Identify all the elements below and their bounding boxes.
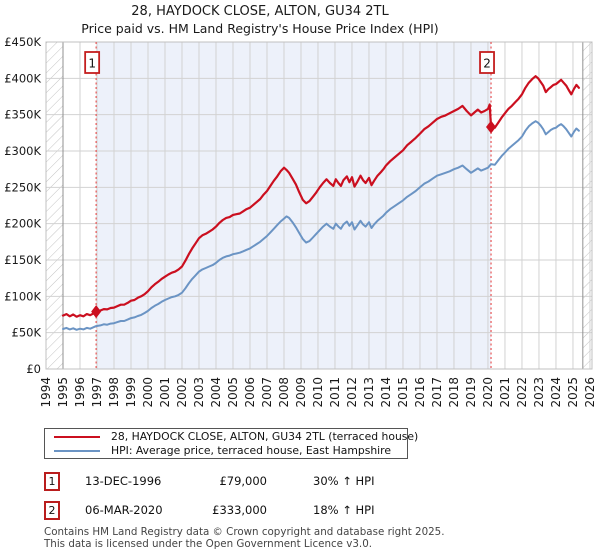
page-title: 28, HAYDOCK CLOSE, ALTON, GU34 2TL — [131, 4, 389, 19]
y-tick-label: £100K — [4, 289, 41, 303]
x-tick-label: 2012 — [345, 377, 359, 408]
legend-item-hpi: HPI: Average price, terraced house, East… — [54, 444, 407, 457]
x-tick-label: 2025 — [566, 377, 580, 408]
chart-legend: 28, HAYDOCK CLOSE, ALTON, GU34 2TL (terr… — [44, 428, 418, 459]
sale-2-number-label: 2 — [483, 57, 491, 71]
x-tick-label: 1995 — [56, 377, 70, 408]
y-tick-label: £0 — [26, 362, 41, 376]
y-tick-label: £200K — [4, 217, 41, 231]
sale-1-number-label: 1 — [88, 57, 96, 71]
page-subtitle: Price paid vs. HM Land Registry's House … — [81, 21, 439, 36]
sale-1-number-box[interactable] — [84, 51, 101, 74]
x-tick-label: 2009 — [294, 377, 308, 408]
sale-1-marker[interactable] — [91, 305, 102, 319]
y-tick-label: £50K — [12, 326, 42, 340]
x-tick-label: 2022 — [515, 377, 529, 408]
x-tick-label: 2019 — [464, 377, 478, 408]
x-tick-label: 2016 — [413, 377, 427, 408]
price-paid-line — [61, 75, 581, 318]
y-tick-label: £450K — [4, 35, 41, 49]
x-tick-label: 1999 — [124, 377, 138, 408]
x-tick-label: 2023 — [532, 377, 546, 408]
x-tick-label: 2002 — [175, 377, 189, 408]
x-tick-label: 1996 — [73, 377, 87, 408]
x-tick-label: 2001 — [158, 377, 172, 408]
x-tick-label: 2000 — [141, 377, 155, 408]
sale-2-date: 06-MAR-2020 — [85, 503, 163, 517]
x-tick-label: 2007 — [260, 377, 274, 408]
sale-2-hpi-delta: 18% ↑ HPI — [313, 503, 375, 517]
y-tick-label: £150K — [4, 253, 41, 267]
legend-item-price-paid: 28, HAYDOCK CLOSE, ALTON, GU34 2TL (terr… — [54, 430, 418, 443]
x-tick-label: 2013 — [362, 377, 376, 408]
footer-line-1: Contains HM Land Registry data © Crown c… — [44, 526, 445, 538]
price-history-chart: 1 2 £0 £50K £100K £150K £200K £250K £300K £350K £4… — [4, 35, 597, 408]
x-tick-label: 2024 — [549, 377, 563, 408]
hpi-line-sample — [54, 449, 100, 452]
plot-area: 1 2 £0 £50K £100K £150K £200K £250K £300K £350K £4… — [4, 35, 597, 408]
legend-label: 28, HAYDOCK CLOSE, ALTON, GU34 2TL (terr… — [111, 430, 419, 443]
sale-2-price: £333,000 — [212, 503, 267, 517]
legend-label: HPI: Average price, terraced house, East… — [111, 444, 392, 457]
x-tick-label: 1998 — [107, 377, 121, 408]
x-tick-label: 1997 — [90, 377, 104, 408]
sale-2-marker[interactable] — [486, 120, 497, 134]
plot-frame — [45, 41, 593, 370]
sale-annotation-row-2: 2 06-MAR-2020 £333,000 18% ↑ HPI — [0, 501, 600, 521]
x-tick-label: 2017 — [430, 377, 444, 408]
license-footer: Contains HM Land Registry data © Crown c… — [44, 526, 445, 550]
x-tick-label: 2026 — [583, 377, 597, 408]
x-tick-label: 2005 — [226, 377, 240, 408]
sale-2-badge[interactable]: 2 — [44, 501, 60, 520]
x-tick-label: 2018 — [447, 377, 461, 408]
price-paid-line-sample — [54, 435, 100, 438]
x-tick-label: 2010 — [311, 377, 325, 408]
sale-1-price: £79,000 — [219, 474, 267, 488]
x-tick-label: 2021 — [498, 377, 512, 408]
y-tick-label: £300K — [4, 144, 41, 158]
y-tick-label: £250K — [4, 180, 41, 194]
x-tick-label: 2004 — [209, 377, 223, 408]
sale-1-badge[interactable]: 1 — [44, 472, 60, 491]
footer-line-2: This data is licensed under the Open Gov… — [44, 537, 373, 550]
between-sales-shaded-band — [96, 42, 492, 369]
x-tick-label: 2020 — [481, 377, 495, 408]
x-tick-label: 2008 — [277, 377, 291, 408]
sale-1-hpi-delta: 30% ↑ HPI — [313, 474, 375, 488]
x-tick-label: 2006 — [243, 377, 257, 408]
sale-annotation-row-1: 1 13-DEC-1996 £79,000 30% ↑ HPI — [0, 472, 600, 492]
y-tick-label: £350K — [4, 108, 41, 122]
x-tick-label: 2014 — [379, 377, 393, 408]
x-tick-label: 1994 — [39, 377, 53, 408]
x-tick-label: 2011 — [328, 377, 342, 408]
x-tick-label: 2003 — [192, 377, 206, 408]
sale-2-number-box[interactable] — [479, 51, 495, 74]
sale-1-date: 13-DEC-1996 — [85, 474, 162, 488]
y-tick-label: £400K — [4, 71, 41, 85]
hpi-line — [62, 120, 580, 331]
no-data-hatch-2 — [582, 42, 592, 369]
no-data-hatch-1 — [46, 42, 63, 369]
x-tick-label: 2015 — [396, 377, 410, 408]
